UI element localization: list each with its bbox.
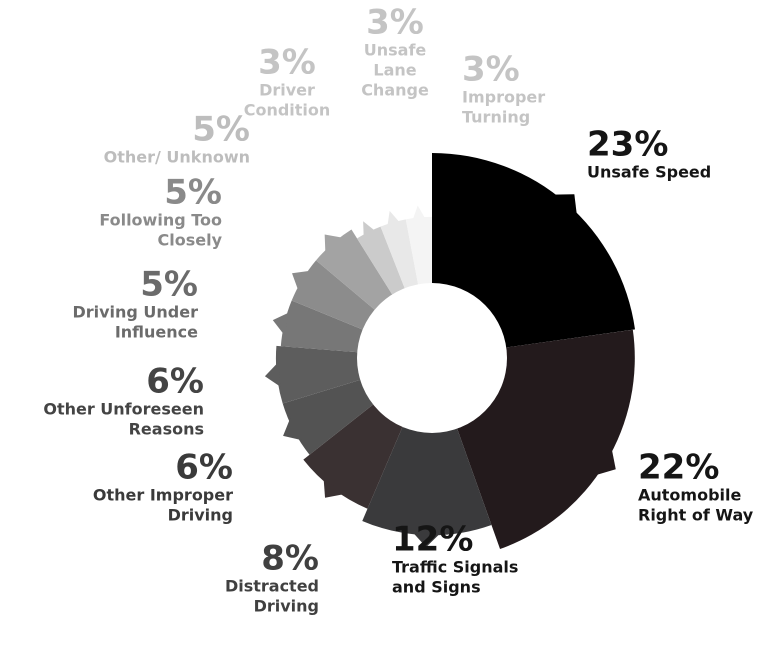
slice-category-label: Distracted — [225, 577, 319, 596]
slice-category-label: Influence — [115, 323, 198, 342]
slice-category-label: Driver — [259, 81, 315, 100]
slice-percent-label: 12% — [392, 519, 473, 559]
slice-spike-7 — [272, 312, 290, 335]
slice-category-label: Automobile — [638, 485, 742, 504]
slice-spike-1 — [552, 194, 577, 216]
slice-category-label: Other Unforeseen — [43, 400, 204, 419]
slice-label-9: 5%Other/ Unknown — [104, 110, 250, 167]
slice-category-label: Driving — [168, 506, 233, 525]
slice-category-label: Right of Way — [638, 505, 754, 524]
slice-3 — [362, 358, 492, 536]
slice-percent-label: 5% — [164, 173, 222, 213]
slice-category-label: and Signs — [392, 577, 481, 596]
slice-spike-11 — [387, 210, 400, 227]
slice-percent-label: 3% — [366, 3, 424, 43]
slice-spike-10 — [363, 221, 376, 237]
slice-spike-4 — [323, 478, 345, 498]
slice-percent-label: 3% — [258, 43, 316, 83]
slice-category-label: Closely — [157, 231, 222, 250]
slice-category-label: Traffic Signals — [392, 557, 518, 576]
slice-percent-label: 3% — [462, 50, 520, 90]
slice-percent-label: 22% — [638, 447, 719, 487]
slice-category-label: Other/ Unknown — [104, 148, 250, 167]
slice-spike-3 — [412, 532, 441, 548]
slice-spike-5 — [283, 418, 302, 441]
slice-label-1: 23%Unsafe Speed — [587, 124, 711, 181]
slice-spike-6 — [264, 362, 281, 387]
slice-category-label: Other Improper — [93, 486, 233, 505]
slice-category-label: Unsafe — [364, 41, 427, 60]
slice-category-label: Reasons — [129, 420, 204, 439]
slice-spike-8 — [292, 270, 311, 291]
slice-category-label: Following Too — [99, 211, 222, 230]
slice-percent-label: 5% — [140, 265, 198, 305]
slice-percent-label: 23% — [587, 124, 668, 164]
slice-spike-12 — [412, 205, 426, 221]
slice-category-label: Change — [361, 81, 429, 100]
slice-percent-label: 5% — [192, 110, 250, 150]
slice-spike-9 — [324, 234, 343, 254]
slice-percent-label: 8% — [261, 539, 319, 579]
slice-category-label: Condition — [244, 101, 331, 120]
slice-category-label: Unsafe Speed — [587, 162, 711, 181]
slice-percent-label: 6% — [175, 448, 233, 488]
slice-category-label: Driving — [254, 597, 319, 616]
slice-percent-label: 6% — [146, 362, 204, 402]
donut-hole — [357, 283, 507, 433]
slice-category-label: Improper — [462, 88, 545, 107]
slice-category-label: Lane — [373, 61, 416, 80]
slice-spike-2 — [594, 447, 616, 476]
slice-category-label: Driving Under — [72, 303, 198, 322]
slice-category-label: Turning — [462, 108, 530, 127]
